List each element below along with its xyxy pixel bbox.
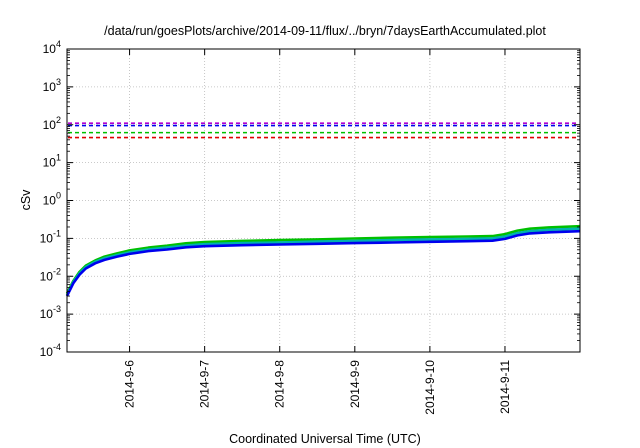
y-tick-labels: 10-4 10-3 10-2 10-1 100 101 102 103 104: [40, 39, 580, 359]
series-line: [65, 229, 581, 297]
series-lines: [65, 224, 581, 297]
y-tick-label: 10-3: [40, 304, 61, 321]
y-tick-label: 10-2: [40, 266, 61, 283]
y-tick-label: 101: [43, 153, 61, 170]
x-tick-labels: 2014-9-6 2014-9-7 2014-9-8 2014-9-9 2014-9-1…: [123, 49, 512, 415]
x-tick-label: 2014-9-6: [123, 360, 137, 408]
x-tick-label: 2014-9-9: [348, 360, 362, 408]
series-line: [65, 227, 581, 296]
x-tick-label: 2014-9-11: [498, 360, 512, 414]
y-axis-label: cSv: [19, 189, 33, 211]
x-tick-label: 2014-9-8: [273, 360, 287, 408]
y-tick-label: 104: [43, 39, 61, 56]
plot-frame: [66, 48, 581, 353]
threshold-lines: [68, 122, 579, 139]
y-tick-label: 10-1: [40, 228, 61, 245]
y-tick-label: 102: [43, 115, 61, 132]
y-tick-label: 103: [43, 77, 61, 94]
x-tick-label: 2014-9-7: [198, 360, 212, 408]
y-tick-label: 10-4: [40, 342, 61, 359]
chart-title: /data/run/goesPlots/archive/2014-09-11/f…: [104, 24, 546, 38]
grid: [67, 49, 580, 352]
x-axis-label: Coordinated Universal Time (UTC): [229, 432, 421, 446]
y-tick-label: 100: [43, 191, 61, 208]
x-tick-label: 2014-9-10: [423, 360, 437, 415]
